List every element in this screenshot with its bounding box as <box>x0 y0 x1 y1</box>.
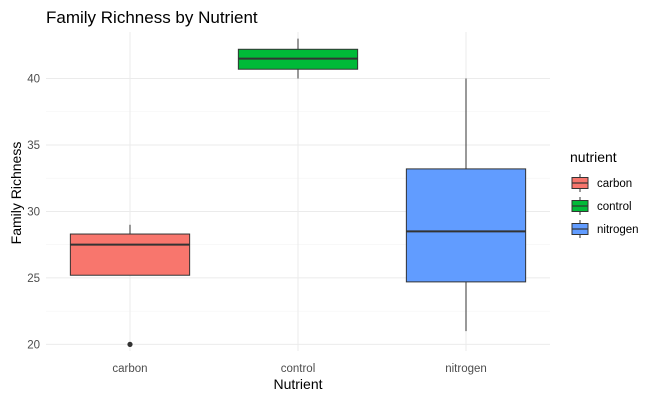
box-body <box>405 168 527 283</box>
y-tick-label: 25 <box>27 273 40 285</box>
plot-area: 20 25 30 35 40 carbon control nitrogen <box>27 32 550 375</box>
legend-title: nutrient <box>570 149 617 165</box>
legend-item-control: control <box>571 197 632 215</box>
box-body <box>69 233 191 276</box>
outlier-point <box>127 341 133 347</box>
box-control <box>237 38 359 79</box>
x-axis-title: Nutrient <box>273 376 322 392</box>
legend: nutrient carbon control nitrogen <box>570 149 639 238</box>
y-tick-label: 20 <box>27 339 40 351</box>
y-axis-title: Family Richness <box>8 142 24 245</box>
box-carbon <box>69 224 191 347</box>
x-tick-label: control <box>281 363 316 375</box>
y-tick-label: 35 <box>27 140 40 152</box>
legend-label: control <box>597 201 632 213</box>
legend-item-carbon: carbon <box>571 174 632 192</box>
legend-label: carbon <box>597 178 632 190</box>
x-tick-label: nitrogen <box>445 363 487 375</box>
legend-item-nitrogen: nitrogen <box>571 220 639 238</box>
y-tick-label: 30 <box>27 206 40 218</box>
chart-title: Family Richness by Nutrient <box>46 8 258 27</box>
box-nitrogen <box>405 78 527 332</box>
y-tick-label: 40 <box>27 74 40 86</box>
x-tick-label: carbon <box>112 363 147 375</box>
legend-label: nitrogen <box>597 224 639 236</box>
